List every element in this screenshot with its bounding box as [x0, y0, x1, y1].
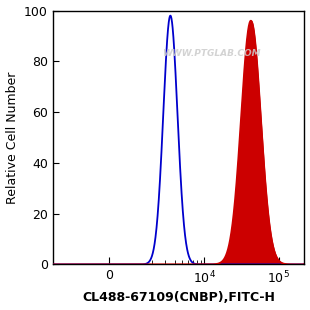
Text: WWW.PTGLAB.COM: WWW.PTGLAB.COM: [162, 49, 261, 58]
X-axis label: CL488-67109(CNBP),FITC-H: CL488-67109(CNBP),FITC-H: [82, 291, 275, 304]
Y-axis label: Relative Cell Number: Relative Cell Number: [6, 71, 19, 204]
